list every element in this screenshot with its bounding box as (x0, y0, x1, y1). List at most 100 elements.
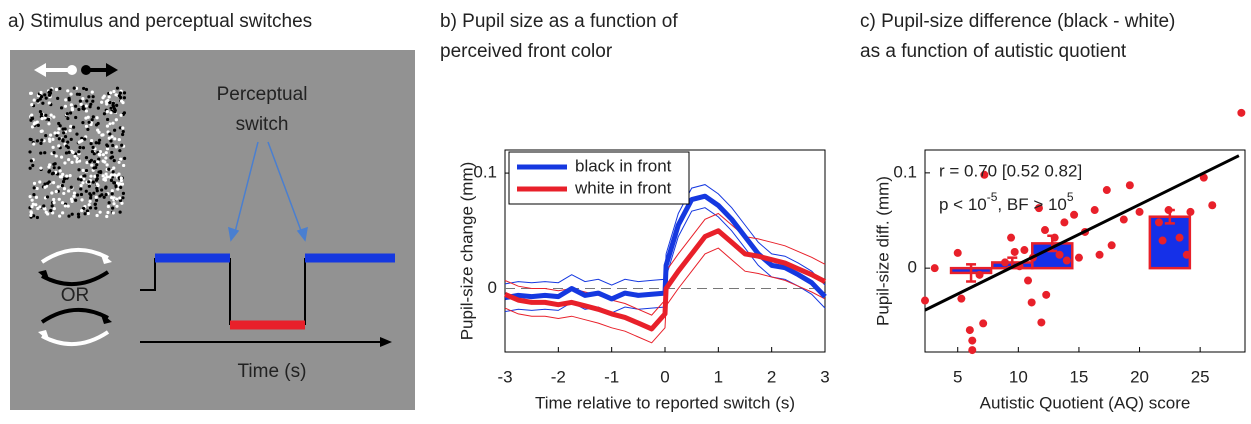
dot (85, 156, 88, 159)
dot (119, 158, 122, 161)
x-tick-label: 20 (1130, 367, 1149, 386)
dot (43, 93, 46, 96)
dot (97, 157, 100, 160)
dot (47, 122, 50, 125)
dot (48, 94, 51, 97)
dot (53, 207, 56, 210)
dot (29, 167, 32, 170)
scatter-point (957, 295, 965, 303)
dot (101, 133, 104, 136)
dot (58, 198, 61, 201)
annotation: r = 0.70 [0.52 0.82] (939, 161, 1082, 180)
annotation-part: 5 (1067, 190, 1074, 204)
dot (120, 144, 123, 147)
dot (100, 188, 103, 191)
dot (80, 178, 83, 181)
dot (48, 163, 51, 166)
dot (37, 124, 40, 127)
dot (60, 106, 63, 109)
dot (105, 151, 108, 154)
dot (108, 132, 111, 135)
dot (96, 174, 99, 177)
x-axis-label: Autistic Quotient (AQ) score (980, 393, 1191, 412)
dot (119, 211, 122, 214)
dot (31, 117, 34, 120)
switch-label: Perceptual (217, 84, 308, 105)
dot (121, 126, 124, 129)
scatter-point (976, 271, 984, 279)
panel-a-title: a) Stimulus and perceptual switches (8, 11, 312, 32)
dot (49, 134, 52, 137)
dot (44, 116, 47, 119)
dot (110, 151, 113, 154)
scatter-point (1103, 186, 1111, 194)
dot (60, 156, 63, 159)
dot (95, 214, 98, 217)
scatter-point (979, 319, 987, 327)
dot (45, 97, 48, 100)
dot (66, 117, 69, 120)
x-tick-label: 10 (1009, 367, 1028, 386)
dot (72, 151, 75, 154)
dot (103, 95, 106, 98)
dot (45, 211, 48, 214)
dot (69, 93, 72, 96)
scatter-point (1024, 277, 1032, 285)
dot (39, 91, 42, 94)
dot (111, 122, 114, 125)
dot (52, 151, 55, 154)
x-axis-label: Time relative to reported switch (s) (535, 393, 795, 412)
dot (85, 190, 88, 193)
dot (39, 167, 42, 170)
dot (72, 195, 75, 198)
dot (94, 207, 97, 210)
dot (111, 155, 114, 158)
dot (48, 140, 51, 143)
dot (107, 205, 110, 208)
dot (108, 201, 111, 204)
dot (62, 192, 65, 195)
dot (76, 93, 79, 96)
dot (87, 116, 90, 119)
chart-title: c) Pupil-size difference (black - white) (860, 11, 1175, 32)
scatter-point (1176, 234, 1184, 242)
dot (122, 130, 125, 133)
dot (35, 196, 38, 199)
dot (117, 172, 120, 175)
dot (80, 184, 83, 187)
dot (108, 122, 111, 125)
dot (74, 116, 77, 119)
dot (66, 112, 69, 115)
dot (31, 199, 34, 202)
scatter-point (1007, 234, 1015, 242)
dot (123, 157, 126, 160)
page: {"diagram": {"title": "a) Stimulus and p… (0, 0, 1251, 419)
dot (106, 99, 109, 102)
scatter-point (966, 326, 974, 334)
dot (64, 105, 67, 108)
dot (68, 97, 71, 100)
dot (43, 186, 46, 189)
dot (89, 142, 92, 145)
dot (59, 169, 62, 172)
scatter-point (1041, 226, 1049, 234)
dot (68, 151, 71, 154)
dot (57, 166, 60, 169)
dot (67, 204, 70, 207)
dot (49, 209, 52, 212)
dot (43, 151, 46, 154)
dot (91, 90, 94, 93)
dot (100, 193, 103, 196)
dot (67, 214, 70, 217)
dot (39, 152, 42, 155)
dot (121, 196, 124, 199)
dot (42, 204, 45, 207)
dot (70, 186, 73, 189)
dot (69, 125, 72, 128)
dot (105, 215, 108, 218)
scatter-point (1183, 251, 1191, 259)
dot (69, 174, 72, 177)
dot (92, 95, 95, 98)
x-tick-label: -1 (604, 367, 619, 386)
dot (50, 114, 53, 117)
